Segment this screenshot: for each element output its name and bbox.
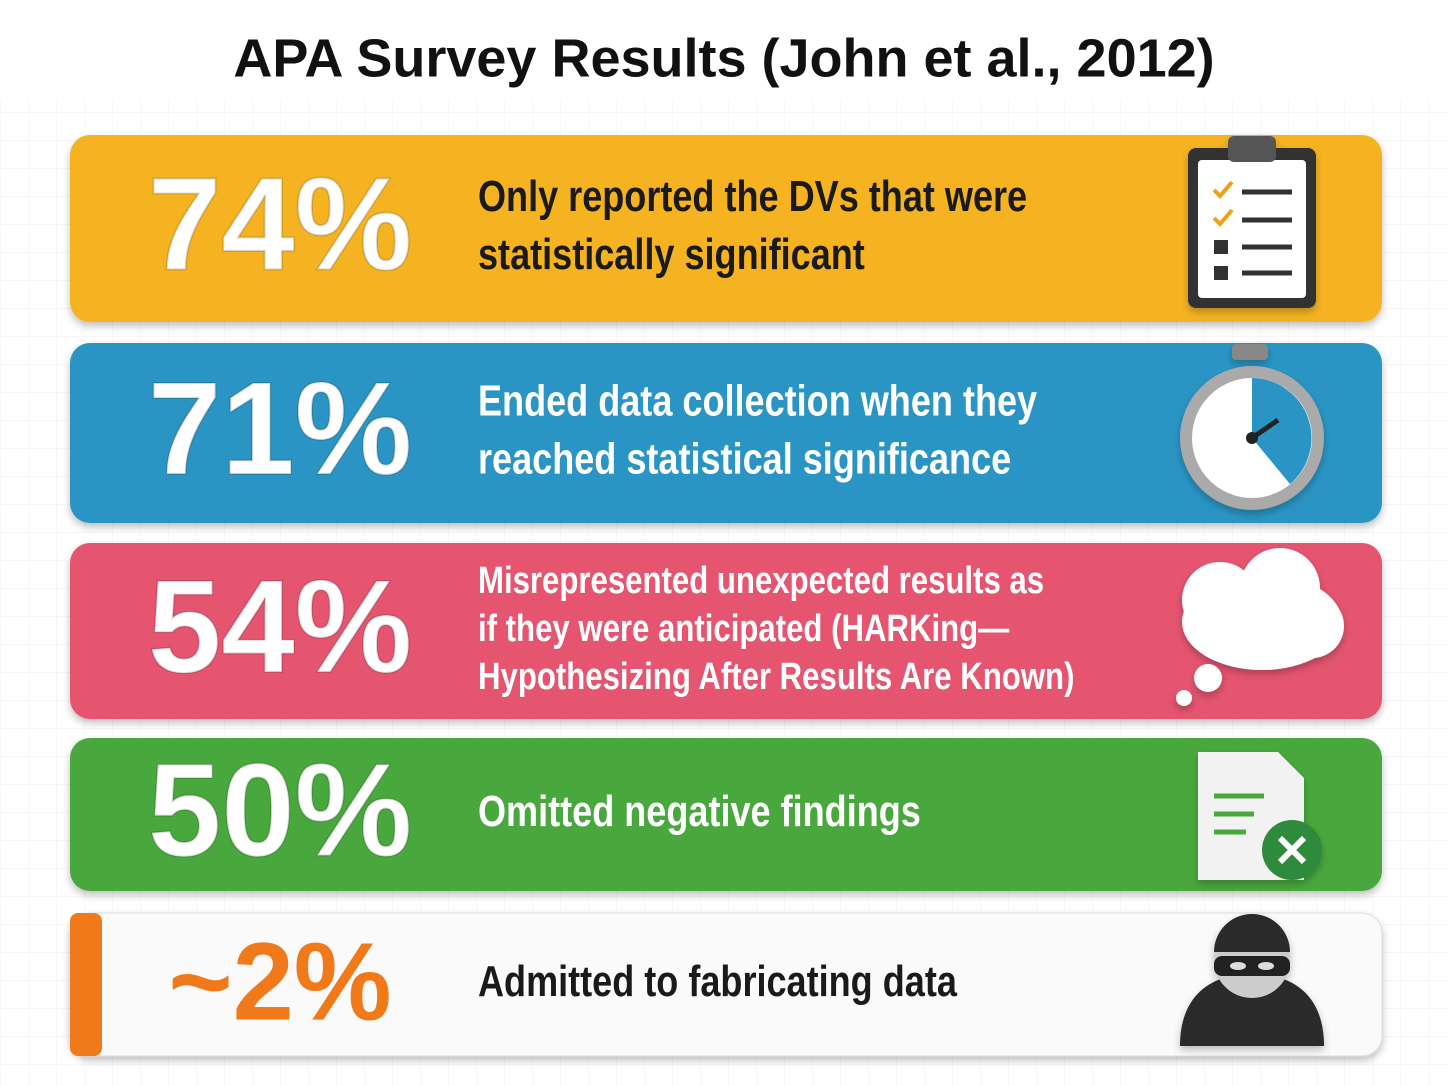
description-line: Only reported the DVs that were [478, 172, 1027, 221]
stat-value: 74% [148, 150, 412, 297]
document-reject-icon [1198, 752, 1322, 880]
stopwatch-icon [1180, 344, 1324, 510]
description-line: Misrepresented unexpected results as [478, 560, 1044, 602]
card-background [70, 543, 1382, 719]
thought-cloud-icon [1176, 548, 1344, 706]
card-background [70, 738, 1382, 891]
stat-card: 71% Ended data collection when they reache… [70, 343, 1382, 523]
card-background [70, 343, 1382, 523]
accent-bar [70, 913, 102, 1056]
masked-person-icon [1180, 914, 1324, 1046]
description-line: if they were anticipated (HARKing— [478, 608, 1010, 650]
stat-card: 50% Omitted negative findings [70, 735, 1382, 891]
stat-value: 54% [148, 553, 412, 700]
stat-card: 74% Only reported the DVs that were statis… [70, 135, 1382, 322]
description-line: Admitted to fabricating data [478, 957, 957, 1006]
stat-card: ~2% Admitted to fabricating data [69, 912, 1383, 1057]
description-line: Ended data collection when they [478, 376, 1038, 425]
stat-value: 50% [148, 736, 412, 883]
stat-value: ~2% [168, 921, 391, 1044]
description-line: Omitted negative findings [478, 787, 921, 836]
description-line: statistically significant [478, 230, 865, 279]
title: APA Survey Results (John et al., 2012) [233, 28, 1214, 88]
card-background [70, 135, 1382, 322]
description-line: Hypothesizing After Results Are Known) [478, 656, 1074, 698]
cards: 74% Only reported the DVs that were statis… [69, 135, 1383, 1057]
description-line: reached statistical significance [478, 434, 1011, 483]
clipboard-icon [1188, 136, 1316, 308]
stat-value: 71% [148, 355, 412, 502]
stat-card: 54% Misrepresented unexpected results as i… [70, 543, 1382, 719]
